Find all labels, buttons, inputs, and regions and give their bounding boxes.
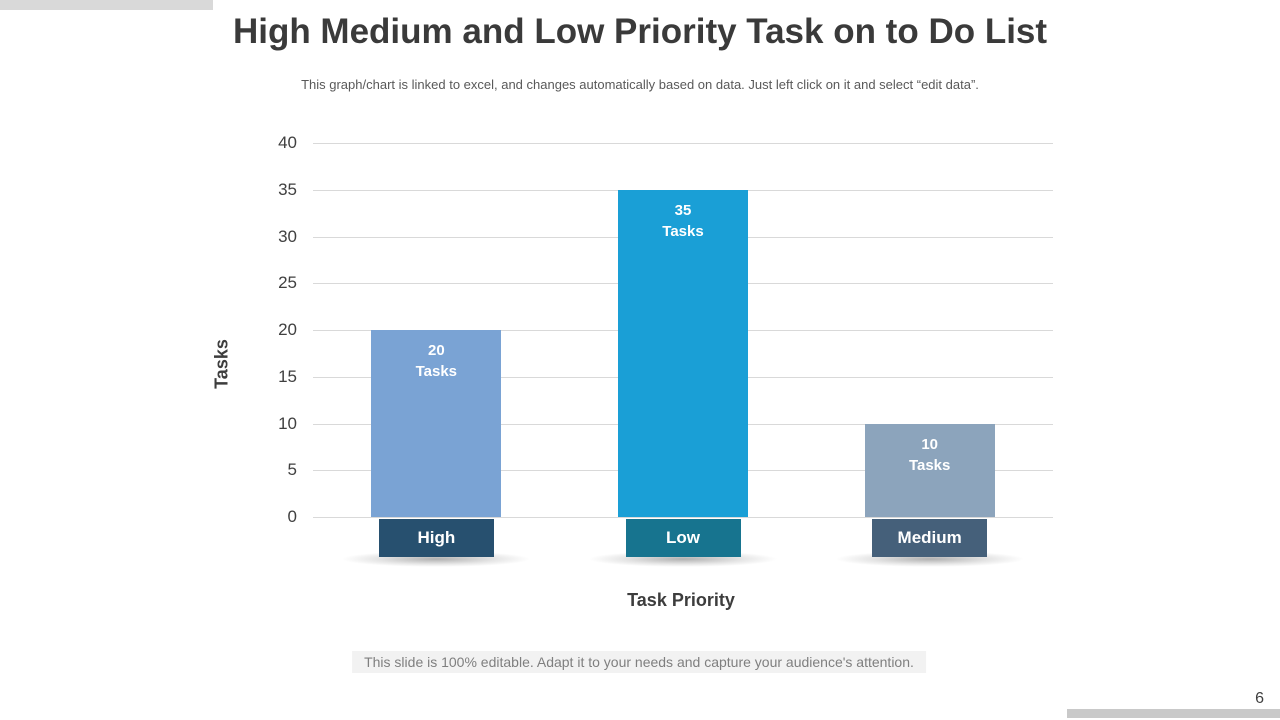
category-label-low: Low [625, 519, 741, 557]
y-axis-tick-label: 5 [287, 460, 297, 480]
category-label-medium: Medium [872, 519, 988, 557]
y-axis-tick-label: 0 [287, 507, 297, 526]
editable-note: This slide is 100% editable. Adapt it to… [352, 651, 926, 673]
top-left-accent-strip [0, 0, 213, 10]
y-axis-tick-label: 30 [278, 226, 297, 246]
bar-value-label: 20 Tasks [415, 342, 458, 380]
y-axis-tick-label: 10 [278, 413, 297, 433]
y-axis-tick-label: 40 [278, 133, 297, 152]
y-axis-tick-label: 35 [278, 179, 297, 199]
page-number: 6 [1255, 690, 1264, 707]
y-axis-tick-label: 25 [278, 273, 297, 293]
bar-value-label: 10 Tasks [908, 435, 951, 474]
y-axis-title: Tasks [211, 339, 232, 389]
bar-medium[interactable]: 10 Tasks [864, 423, 995, 517]
bottom-right-accent-strip [1067, 709, 1280, 718]
x-axis-title: Task Priority [627, 590, 735, 610]
bar-low[interactable]: 35 Tasks [618, 189, 748, 517]
bar-value-label: 35 Tasks [662, 201, 704, 240]
category-label-high: High [378, 519, 494, 557]
y-axis-tick-label: 15 [278, 366, 297, 386]
gridline [313, 143, 1053, 144]
page-title: High Medium and Low Priority Task on to … [232, 12, 1048, 51]
y-axis-tick-label: 20 [278, 320, 297, 339]
bar-chart[interactable]: 0 5 10 15 20 25 30 35 40 20 Tasks High 35 Tasks Low 10 T… [278, 133, 1053, 567]
bar-high[interactable]: 20 Tasks [371, 330, 502, 517]
slide-subtitle: This graph/chart is linked to excel, and… [301, 77, 979, 92]
gridline [313, 517, 1053, 518]
